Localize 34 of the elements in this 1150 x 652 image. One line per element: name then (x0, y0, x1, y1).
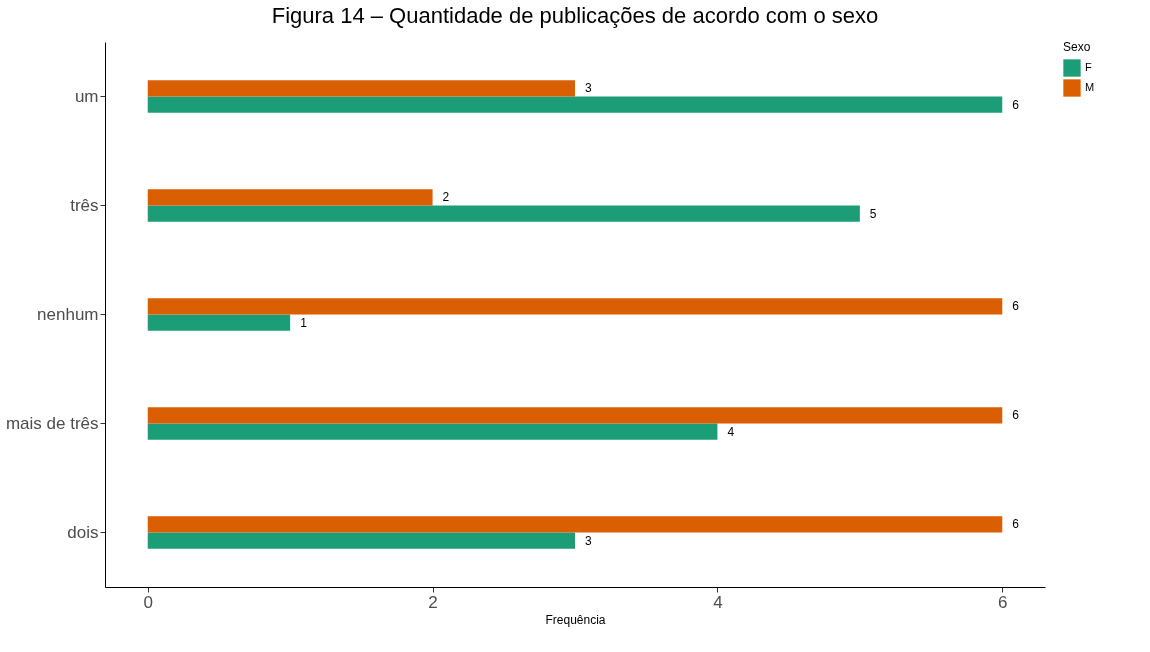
y-tick-label: um (74, 86, 99, 106)
bar (147, 189, 433, 206)
legend-label: M (1085, 81, 1095, 93)
data-label: 2 (442, 190, 450, 205)
y-tick-label: nenhum (37, 304, 99, 324)
data-label: 3 (585, 81, 592, 96)
bar (147, 314, 291, 331)
data-label: 6 (1012, 97, 1020, 112)
x-tick-label: 2 (428, 592, 438, 612)
bar (147, 407, 1003, 424)
legend-label: F (1085, 61, 1092, 73)
data-label: 4 (727, 424, 735, 439)
data-label: 5 (869, 206, 877, 221)
y-tick-label: mais de três (5, 413, 99, 433)
legend-title: Sexo (1063, 40, 1091, 54)
data-label: 1 (300, 315, 308, 330)
bar (147, 298, 1003, 315)
y-tick-label: dois (67, 522, 99, 542)
data-label: 6 (1012, 299, 1020, 314)
x-axis-title: Frequência (545, 612, 606, 627)
y-tick-label: três (70, 195, 99, 215)
bar (147, 205, 860, 222)
chart-title: Figura 14 – Quantidade de publicações de acordo com o sexo (271, 3, 879, 28)
x-tick-label: 0 (143, 592, 153, 612)
bar (147, 80, 575, 97)
data-label: 3 (585, 533, 592, 548)
x-tick-label: 4 (713, 592, 723, 612)
bar (147, 532, 575, 549)
data-label: 6 (1012, 408, 1020, 423)
data-label: 6 (1012, 517, 1020, 532)
x-tick-label: 6 (998, 592, 1008, 612)
bar (147, 96, 1003, 113)
bar (147, 423, 718, 440)
bar (147, 516, 1003, 533)
